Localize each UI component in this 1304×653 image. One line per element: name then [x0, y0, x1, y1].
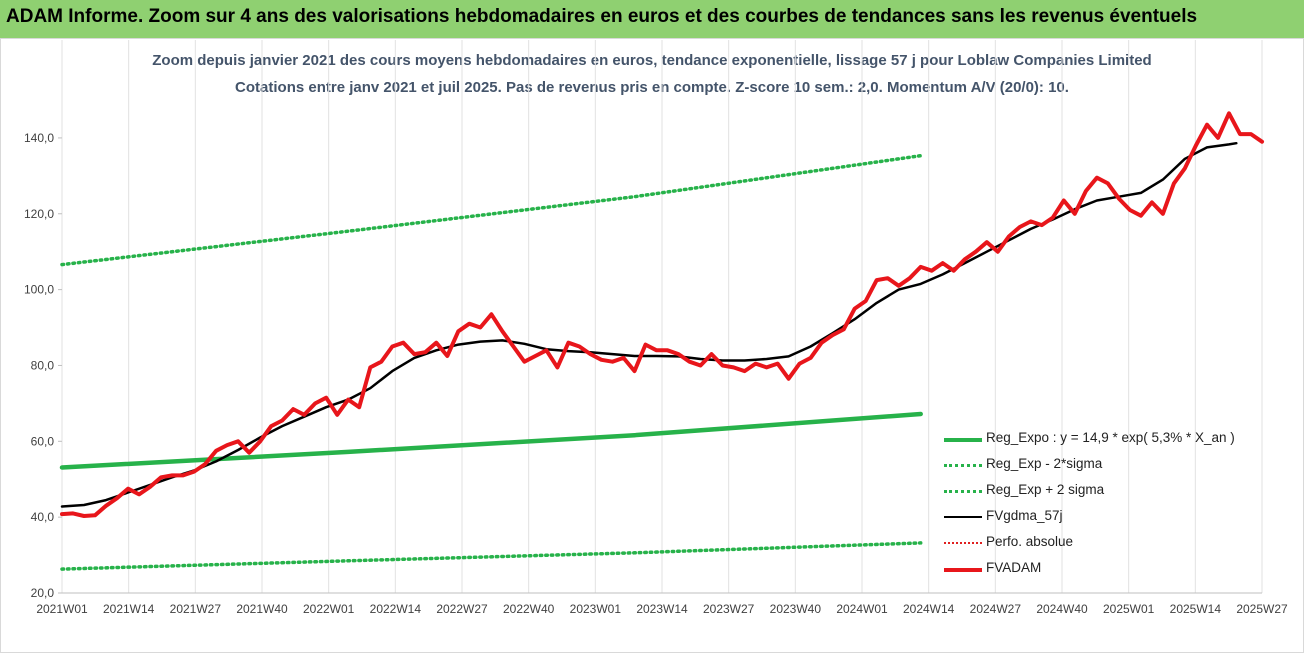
legend-label: FVADAM	[986, 560, 1042, 575]
legend-item-reg-expo: Reg_Expo : y = 14,9 * exp( 5,3% * X_an )	[940, 428, 1270, 454]
legend-item-fvadam: FVADAM	[940, 558, 1270, 584]
x-tick-label: 2023W27	[703, 602, 755, 616]
legend-label: Perfo. absolue	[986, 534, 1074, 549]
legend-swatch-perfo	[944, 542, 982, 544]
x-tick-label: 2021W14	[103, 602, 155, 616]
x-tick-label: 2025W01	[1103, 602, 1155, 616]
x-tick-label: 2023W14	[636, 602, 688, 616]
y-tick-label: 120,0	[24, 207, 54, 221]
x-tick-label: 2021W27	[170, 602, 222, 616]
x-tick-label: 2024W27	[970, 602, 1022, 616]
series-fvadam	[60, 111, 1264, 518]
x-tick-label: 2022W27	[436, 602, 488, 616]
x-tick-label: 2024W40	[1036, 602, 1088, 616]
series-reg-minus-2sigma	[60, 541, 923, 571]
x-tick-label: 2022W01	[303, 602, 355, 616]
legend-item-fvgdma: FVgdma_57j	[940, 506, 1270, 532]
legend-swatch-reg-expo	[944, 438, 982, 442]
legend-item-perfo: Perfo. absolue	[940, 532, 1270, 558]
y-tick-label: 80,0	[31, 358, 55, 372]
x-tick-label: 2024W14	[903, 602, 955, 616]
chart-subtitle: Cotations entre janv 2021 et juil 2025. …	[235, 79, 1069, 96]
y-tick-label: 40,0	[31, 510, 55, 524]
x-tick-label: 2023W01	[570, 602, 622, 616]
x-tick-label: 2025W14	[1170, 602, 1222, 616]
legend-swatch-reg-minus	[944, 464, 982, 467]
legend: Reg_Expo : y = 14,9 * exp( 5,3% * X_an )…	[940, 428, 1270, 584]
x-tick-label: 2022W40	[503, 602, 555, 616]
x-tick-label: 2022W14	[370, 602, 422, 616]
legend-label: FVgdma_57j	[986, 508, 1063, 523]
x-tick-label: 2025W27	[1236, 602, 1288, 616]
series-reg-expo	[59, 411, 923, 470]
axis-layer: 2021W01 2021W14 2021W27 2021W40 2022W01 2022W…	[24, 131, 1288, 616]
legend-swatch-fvadam	[944, 568, 982, 572]
legend-label: Reg_Expo : y = 14,9 * exp( 5,3% * X_an )	[986, 430, 1235, 445]
chart-title: Zoom depuis janvier 2021 des cours moyen…	[152, 52, 1152, 69]
legend-swatch-reg-plus	[944, 490, 982, 493]
x-tick-label: 2023W40	[770, 602, 822, 616]
legend-item-reg-minus: Reg_Exp - 2*sigma	[940, 454, 1270, 480]
legend-swatch-fvgdma	[944, 516, 982, 518]
y-tick-label: 20,0	[31, 586, 55, 600]
series-layer	[59, 111, 1264, 571]
x-tick-label: 2021W01	[36, 602, 88, 616]
legend-label: Reg_Exp - 2*sigma	[986, 456, 1103, 471]
series-reg-plus-2sigma	[60, 153, 923, 267]
banner-title: ADAM Informe. Zoom sur 4 ans des valoris…	[6, 6, 1198, 27]
y-tick-label: 100,0	[24, 283, 54, 297]
x-tick-label: 2024W01	[836, 602, 888, 616]
x-tick-label: 2021W40	[236, 602, 288, 616]
legend-label: Reg_Exp + 2 sigma	[986, 482, 1105, 497]
grid-layer	[61, 40, 1263, 593]
y-tick-label: 60,0	[31, 434, 55, 448]
y-tick-label: 140,0	[24, 131, 54, 145]
banner: ADAM Informe. Zoom sur 4 ans des valoris…	[0, 0, 1304, 38]
legend-item-reg-plus: Reg_Exp + 2 sigma	[940, 480, 1270, 506]
